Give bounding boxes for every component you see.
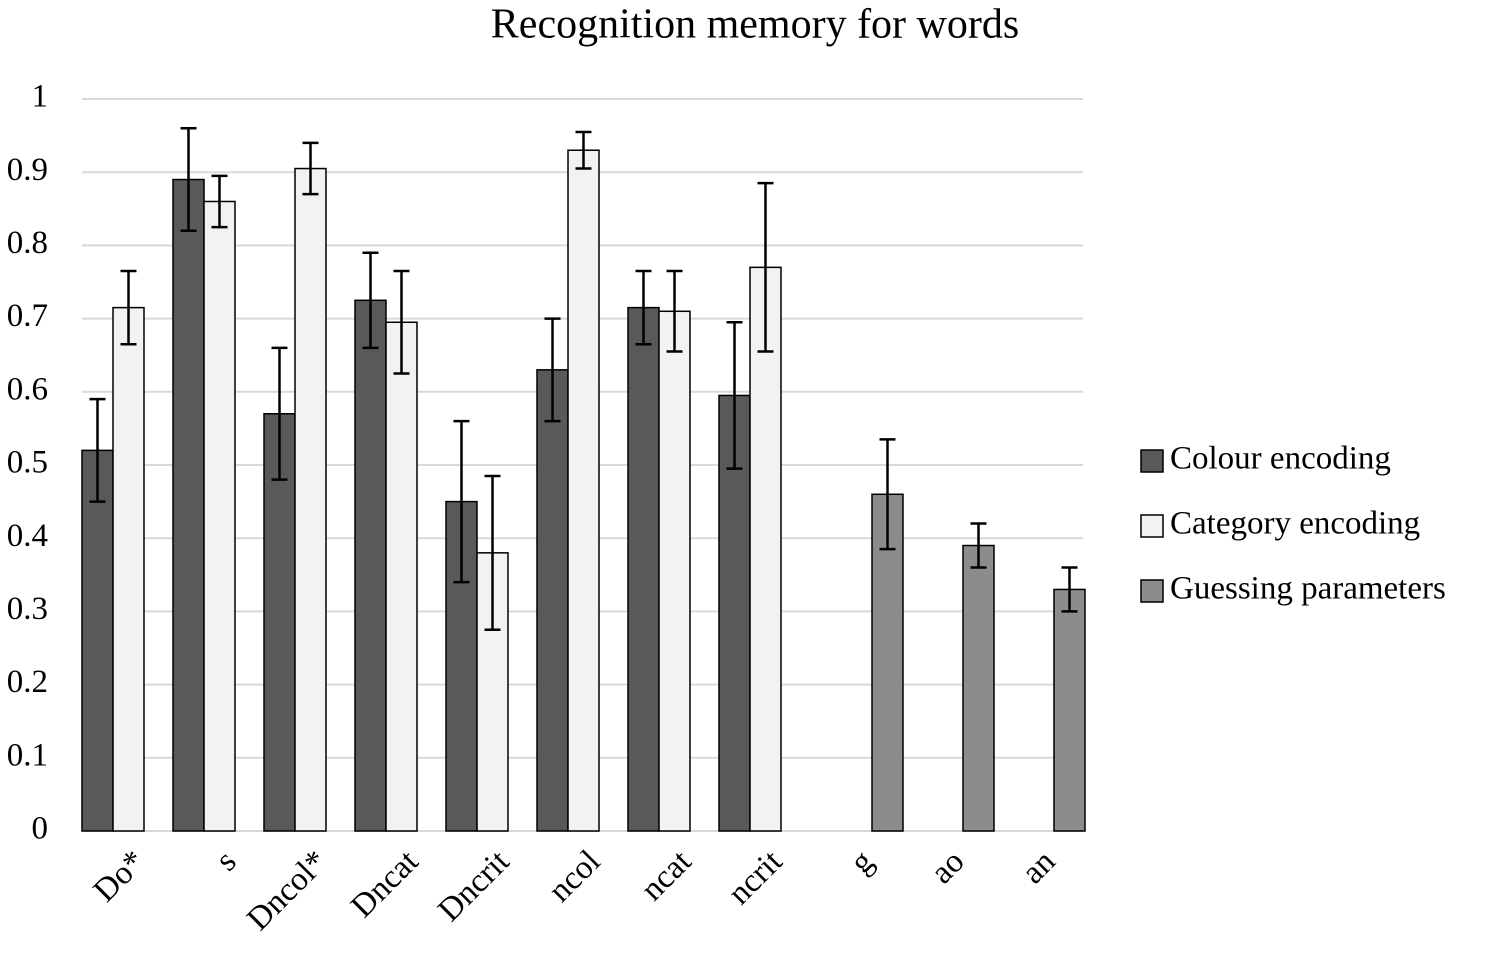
bar	[962, 544, 995, 832]
error-bar	[271, 346, 288, 481]
error-bar	[484, 474, 501, 631]
error-bar	[453, 419, 470, 584]
bar	[1053, 588, 1086, 832]
y-tick-label: 0.5	[7, 445, 48, 481]
x-tick-label: Dncol*	[240, 844, 334, 938]
x-tick-label: ao	[924, 844, 971, 891]
y-tick-label: 0.7	[7, 298, 48, 334]
x-tick-label: g	[843, 844, 880, 881]
bar	[81, 449, 114, 832]
error-bar	[757, 181, 774, 353]
bar	[385, 321, 418, 832]
bar	[536, 369, 569, 832]
bar	[294, 167, 327, 832]
y-tick-label: 0.9	[7, 152, 48, 188]
error-bar	[635, 269, 652, 346]
bar	[203, 200, 236, 832]
error-bar	[393, 269, 410, 375]
error-bar	[302, 141, 319, 196]
y-tick-label: 0	[32, 811, 49, 847]
error-bar	[879, 438, 896, 551]
error-bar	[120, 269, 137, 346]
bar	[354, 299, 387, 832]
y-tick-label: 0.3	[7, 591, 48, 627]
bar	[112, 306, 145, 832]
bar	[172, 178, 205, 832]
bar	[749, 266, 782, 832]
y-tick-label: 0.2	[7, 664, 48, 700]
x-tick-label: Dncrit	[431, 844, 516, 929]
x-tick-label: ncrit	[721, 844, 789, 912]
bar	[658, 310, 691, 832]
bar	[567, 149, 600, 832]
error-bar	[211, 174, 228, 229]
x-tick-label: s	[209, 844, 244, 879]
x-tick-label: ncol	[542, 844, 608, 910]
x-tick-label: an	[1015, 844, 1062, 891]
error-bar	[180, 127, 197, 233]
error-bar	[970, 522, 987, 569]
error-bar	[666, 269, 683, 353]
error-bar	[1061, 566, 1078, 613]
x-tick-label: Do*	[87, 844, 153, 910]
chart-title: Recognition memory for words	[491, 2, 1019, 48]
x-tick-label: ncat	[634, 844, 698, 908]
legend-label: Guessing parameters	[1170, 571, 1446, 607]
y-tick-label: 1	[32, 79, 49, 115]
y-tick-label: 0.4	[7, 518, 48, 554]
error-bar	[362, 251, 379, 350]
error-bar	[726, 321, 743, 470]
error-bar	[544, 317, 561, 423]
error-bar	[575, 130, 592, 170]
legend-label: Colour encoding	[1170, 441, 1391, 477]
legend-label: Category encoding	[1170, 506, 1420, 542]
x-tick-label: Dncat	[344, 844, 425, 925]
y-tick-label: 0.1	[7, 737, 48, 773]
legend-swatch	[1140, 449, 1164, 473]
error-bar	[89, 397, 106, 503]
y-tick-label: 0.6	[7, 371, 48, 407]
legend-swatch	[1140, 514, 1164, 538]
y-tick-label: 0.8	[7, 225, 48, 261]
legend-swatch	[1140, 579, 1164, 603]
bar	[627, 306, 660, 832]
